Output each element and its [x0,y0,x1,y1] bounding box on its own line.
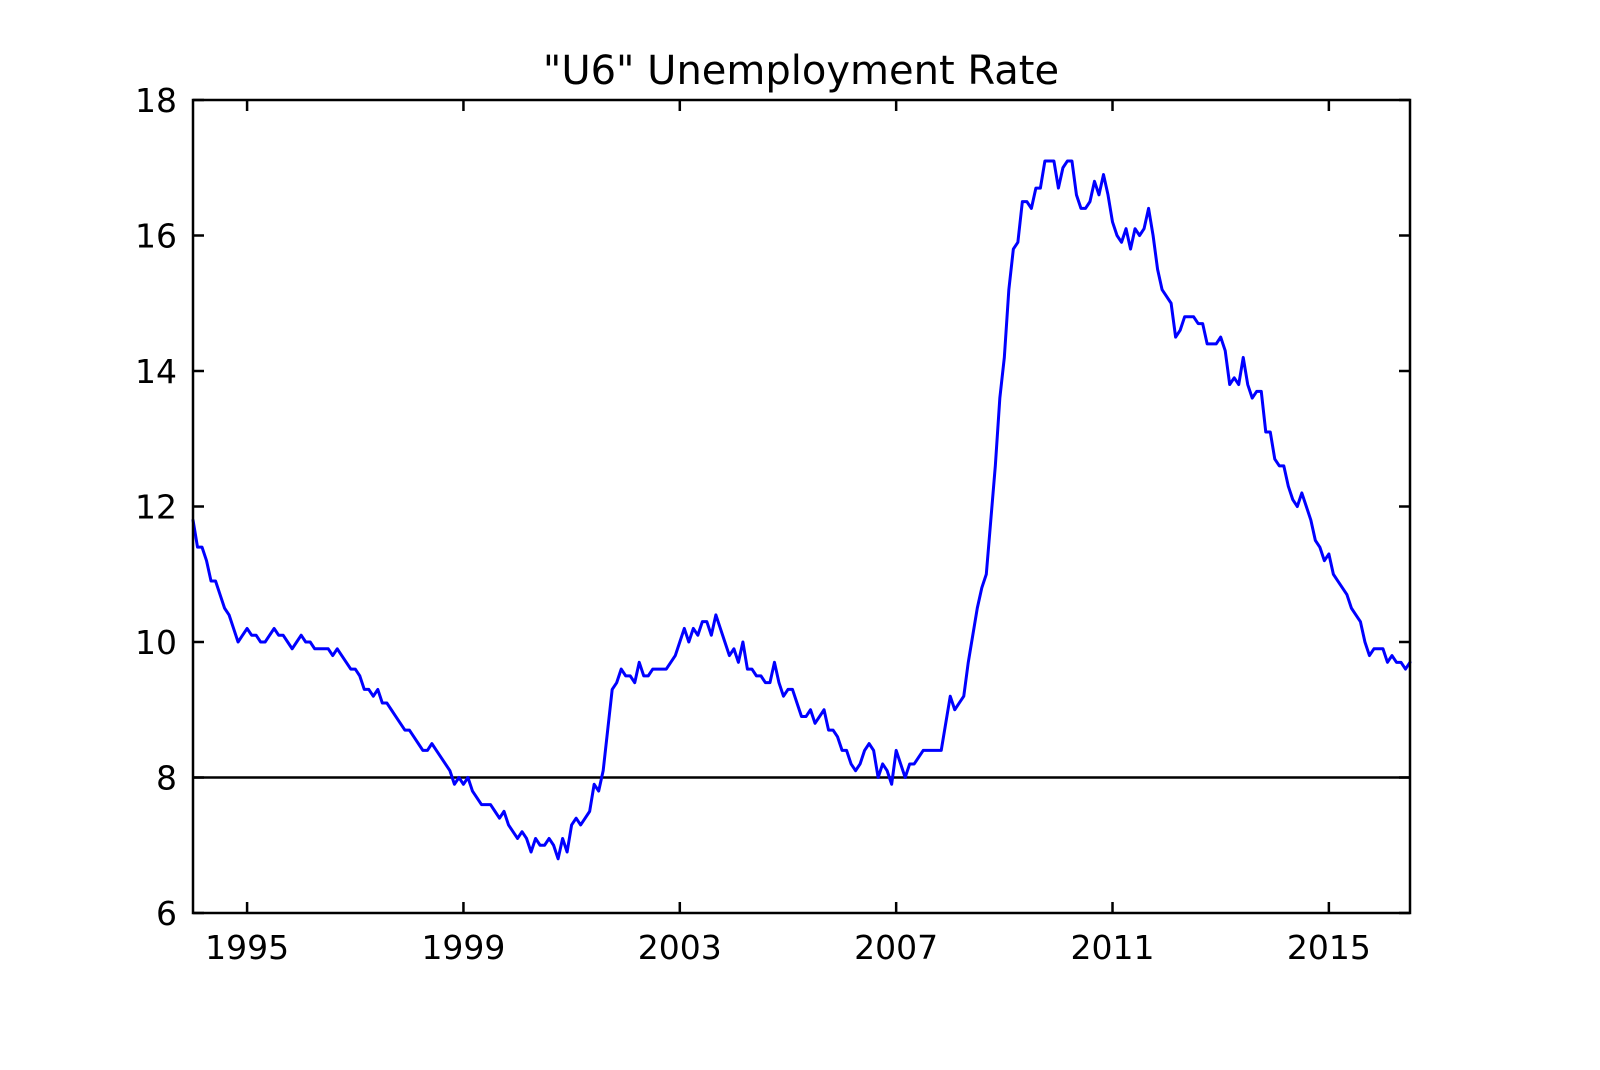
chart-title: "U6" Unemployment Rate [543,48,1059,94]
y-tick-label: 6 [156,894,177,933]
x-tick-label: 2007 [854,928,938,967]
tick-marks-group [193,98,1410,915]
x-tick-label: 1999 [421,928,505,967]
plot-frame [191,98,1412,915]
y-tick-label: 12 [135,488,177,527]
y-tick-label: 16 [135,217,177,256]
axes-frame-group [191,98,1412,915]
y-tick-label: 8 [156,759,177,798]
y-tick-label: 10 [135,623,177,662]
series-line [191,159,1412,861]
x-tick-label: 1995 [205,928,289,967]
x-tick-label: 2015 [1287,928,1371,967]
series-group [191,159,1412,861]
y-tick-label: 18 [135,81,177,120]
x-tick-label: 2011 [1071,928,1155,967]
tick-labels-group: 1995 1999 2003 2007 2011 2015 6 8 10 12 14 16 18 [135,81,1371,967]
y-tick-label: 14 [135,352,177,391]
x-tick-label: 2003 [638,928,722,967]
